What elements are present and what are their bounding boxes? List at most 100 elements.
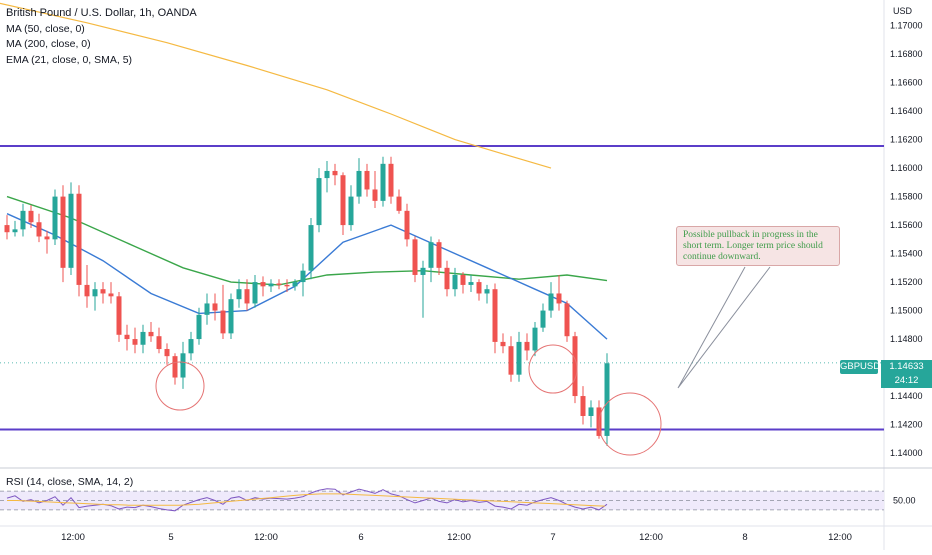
candle-body bbox=[484, 289, 490, 294]
candle-body bbox=[60, 196, 66, 268]
callout-pointer bbox=[677, 266, 771, 389]
candle-body bbox=[44, 236, 50, 240]
candle-body bbox=[68, 193, 74, 268]
time-tick-label: 12:00 bbox=[639, 532, 663, 543]
countdown-label: 24:12 bbox=[881, 374, 932, 388]
candle-body bbox=[180, 353, 186, 378]
candle-body bbox=[220, 310, 226, 334]
candle-body bbox=[468, 282, 474, 285]
candle-body bbox=[476, 282, 482, 294]
candle-body bbox=[252, 282, 258, 304]
time-tick-label: 12:00 bbox=[254, 532, 278, 543]
candle-body bbox=[380, 163, 386, 201]
candle-body bbox=[84, 284, 90, 297]
candle-body bbox=[276, 283, 282, 285]
candle-body bbox=[268, 283, 274, 287]
candle-body bbox=[348, 196, 354, 226]
candle-body bbox=[292, 282, 298, 287]
legend-ma200: MA (200, close, 0) bbox=[6, 38, 91, 50]
candle-body bbox=[332, 170, 338, 176]
candle-body bbox=[132, 339, 138, 345]
candle-body bbox=[172, 356, 178, 378]
candle-body bbox=[452, 274, 458, 290]
candle-body bbox=[52, 196, 58, 240]
candle-body bbox=[372, 189, 378, 201]
candle-body bbox=[356, 170, 362, 197]
price-tick-label: 1.14800 bbox=[890, 334, 923, 344]
candle-body bbox=[580, 396, 586, 416]
candle-body bbox=[412, 239, 418, 275]
highlight-circle bbox=[528, 344, 578, 394]
candle-body bbox=[556, 293, 562, 304]
candle-body bbox=[532, 327, 538, 351]
price-tick-label: 1.15200 bbox=[890, 277, 923, 287]
candle-body bbox=[588, 407, 594, 416]
candle-body bbox=[100, 289, 106, 294]
highlight-circle bbox=[155, 361, 205, 411]
time-tick-label: 12:00 bbox=[447, 532, 471, 543]
candle-body bbox=[196, 314, 202, 340]
price-tick-label: 1.15800 bbox=[890, 192, 923, 202]
candle-body bbox=[284, 284, 290, 287]
candle-body bbox=[4, 225, 10, 233]
candle-body bbox=[108, 293, 114, 297]
candle-body bbox=[148, 331, 154, 337]
candle-body bbox=[444, 267, 450, 290]
candle-body bbox=[340, 175, 346, 226]
price-tick-label: 1.14000 bbox=[890, 448, 923, 458]
time-tick-label: 7 bbox=[550, 532, 555, 543]
candle-body bbox=[572, 336, 578, 397]
legend: British Pound / U.S. Dollar, 1h, OANDA M… bbox=[6, 6, 197, 68]
price-tick-label: 1.16200 bbox=[890, 135, 923, 145]
candle-body bbox=[188, 339, 194, 354]
candle-body bbox=[564, 303, 570, 337]
candle-body bbox=[204, 303, 210, 315]
candle-body bbox=[260, 282, 266, 287]
candle-body bbox=[228, 299, 234, 334]
candle-body bbox=[76, 193, 82, 285]
time-tick-label: 12:00 bbox=[828, 532, 852, 543]
candle-body bbox=[364, 170, 370, 190]
last-price-label: 1.14633 bbox=[881, 360, 932, 374]
candle-body bbox=[92, 289, 98, 297]
symbol-tag: GBPUSD bbox=[840, 360, 881, 374]
candle-body bbox=[140, 331, 146, 345]
candle-body bbox=[428, 242, 434, 268]
candle-body bbox=[156, 336, 162, 350]
chart-title: British Pound / U.S. Dollar, 1h, OANDA bbox=[6, 7, 197, 19]
annotation-callout[interactable]: Possible pullback in progress in the sho… bbox=[676, 226, 840, 266]
time-tick-label: 12:00 bbox=[61, 532, 85, 543]
price-tick-label: 1.14200 bbox=[890, 420, 923, 430]
price-tick-label: 1.15000 bbox=[890, 306, 923, 316]
highlight-circle bbox=[598, 392, 662, 456]
rsi-signal-line bbox=[7, 493, 605, 507]
candle-body bbox=[36, 222, 42, 237]
candle-body bbox=[324, 170, 330, 179]
candle-body bbox=[12, 229, 18, 233]
candle-body bbox=[28, 210, 34, 223]
rsi-tick-label: 50.00 bbox=[893, 496, 916, 506]
currency-label: USD bbox=[893, 6, 913, 16]
rsi-legend: RSI (14, close, SMA, 14, 2) bbox=[6, 476, 134, 488]
price-tick-label: 1.16800 bbox=[890, 49, 923, 59]
ema21-line bbox=[6, 195, 608, 286]
legend-ema21: EMA (21, close, 0, SMA, 5) bbox=[6, 53, 133, 66]
candle-body bbox=[404, 210, 410, 240]
candle-body bbox=[388, 163, 394, 197]
ma200-line bbox=[0, 2, 552, 169]
candle-body bbox=[604, 363, 610, 436]
price-tick-label: 1.15600 bbox=[890, 220, 923, 230]
price-tick-label: 1.15400 bbox=[890, 249, 923, 259]
legend-ma50: MA (50, close, 0) bbox=[6, 22, 85, 35]
candle-body bbox=[516, 341, 522, 375]
time-tick-label: 5 bbox=[168, 532, 173, 543]
candle-body bbox=[524, 341, 530, 351]
candle-body bbox=[420, 267, 426, 275]
candle-body bbox=[236, 289, 242, 300]
candle-body bbox=[508, 346, 514, 375]
candle-body bbox=[540, 310, 546, 328]
candle-body bbox=[316, 178, 322, 226]
candle-body bbox=[396, 196, 402, 211]
